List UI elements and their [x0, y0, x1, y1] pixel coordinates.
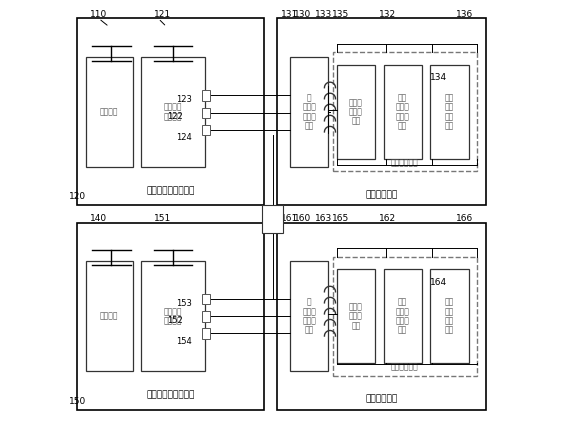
Text: 信号: 信号 [445, 112, 454, 121]
Text: 第二电源: 第二电源 [100, 312, 119, 321]
Text: 生器: 生器 [398, 297, 407, 306]
Text: 组: 组 [307, 93, 311, 102]
Text: 动电路: 动电路 [302, 103, 316, 112]
Bar [333, 256, 477, 376]
Text: 第一: 第一 [305, 122, 314, 131]
Bar [333, 52, 477, 172]
Text: 电源: 电源 [445, 297, 454, 306]
Text: 第二: 第二 [351, 321, 360, 330]
Text: 组: 组 [307, 297, 311, 306]
Text: 134: 134 [430, 74, 448, 83]
FancyBboxPatch shape [202, 294, 209, 304]
Text: 第一: 第一 [445, 122, 454, 131]
Text: 信号发: 信号发 [396, 103, 410, 112]
Text: 门级驱: 门级驱 [302, 316, 316, 325]
Text: 生器: 生器 [398, 93, 407, 102]
Text: 门级驱: 门级驱 [302, 112, 316, 121]
Text: 110: 110 [90, 10, 108, 19]
FancyBboxPatch shape [337, 65, 375, 159]
Text: 136: 136 [455, 10, 473, 19]
Text: 154: 154 [176, 337, 191, 346]
FancyBboxPatch shape [290, 56, 328, 167]
Text: 164: 164 [430, 277, 448, 286]
Text: 122: 122 [167, 112, 183, 121]
Text: 动电路: 动电路 [302, 307, 316, 316]
Text: 152: 152 [167, 316, 183, 325]
Text: 制电路: 制电路 [349, 98, 363, 107]
Text: 第一: 第一 [351, 117, 360, 126]
FancyBboxPatch shape [202, 125, 209, 135]
FancyBboxPatch shape [202, 90, 209, 101]
FancyBboxPatch shape [290, 261, 328, 372]
FancyBboxPatch shape [383, 269, 422, 363]
FancyBboxPatch shape [141, 56, 205, 167]
Text: 133: 133 [315, 10, 333, 19]
Text: 信号发: 信号发 [396, 307, 410, 316]
FancyBboxPatch shape [337, 269, 375, 363]
Text: 121: 121 [154, 10, 171, 19]
FancyBboxPatch shape [202, 311, 209, 321]
Text: 132: 132 [379, 10, 396, 19]
Text: 控制: 控制 [445, 103, 454, 112]
Text: 磁驱动: 磁驱动 [396, 316, 410, 325]
Text: 131: 131 [282, 10, 298, 19]
Text: 制电路: 制电路 [349, 302, 363, 311]
FancyBboxPatch shape [202, 328, 209, 339]
Text: 电源: 电源 [445, 93, 454, 102]
FancyBboxPatch shape [430, 269, 468, 363]
Text: 第一控制电路: 第一控制电路 [391, 158, 419, 167]
Text: 第二脉冲发生子电路: 第二脉冲发生子电路 [147, 390, 195, 399]
Text: 半桥控: 半桥控 [349, 312, 363, 321]
Text: 第一脉冲发生子电路: 第一脉冲发生子电路 [147, 186, 195, 195]
Text: 第二脉冲: 第二脉冲 [164, 316, 182, 325]
FancyBboxPatch shape [430, 65, 468, 159]
Text: 发生单元: 发生单元 [164, 307, 182, 316]
Text: 165: 165 [332, 214, 350, 223]
FancyBboxPatch shape [77, 18, 265, 205]
FancyBboxPatch shape [86, 56, 133, 167]
Text: 120: 120 [69, 193, 86, 202]
FancyBboxPatch shape [141, 261, 205, 372]
FancyBboxPatch shape [277, 18, 486, 205]
Text: 磁驱动: 磁驱动 [396, 112, 410, 121]
Text: 163: 163 [315, 214, 333, 223]
Text: 第二: 第二 [398, 326, 407, 335]
FancyBboxPatch shape [86, 261, 133, 372]
Text: 第一: 第一 [398, 122, 407, 131]
Text: 130: 130 [294, 10, 311, 19]
Text: 153: 153 [176, 299, 191, 308]
FancyBboxPatch shape [262, 205, 283, 233]
Text: 发生单元: 发生单元 [164, 103, 182, 112]
Text: 140: 140 [90, 214, 107, 223]
Text: 第二: 第二 [445, 326, 454, 335]
Text: 第一电源: 第一电源 [100, 107, 119, 116]
Text: 第一驱动电路: 第一驱动电路 [365, 190, 397, 199]
FancyBboxPatch shape [77, 223, 265, 410]
Text: 166: 166 [455, 214, 473, 223]
Text: 第二控制电路: 第二控制电路 [391, 363, 419, 372]
FancyBboxPatch shape [277, 223, 486, 410]
FancyBboxPatch shape [383, 65, 422, 159]
FancyBboxPatch shape [202, 108, 209, 118]
Text: 负
载: 负 载 [270, 210, 275, 229]
Text: 第二: 第二 [305, 326, 314, 335]
Text: 151: 151 [154, 214, 171, 223]
Text: 信号: 信号 [445, 316, 454, 325]
Text: 161: 161 [282, 214, 298, 223]
Text: 162: 162 [379, 214, 396, 223]
Text: 123: 123 [176, 95, 191, 104]
Text: 150: 150 [69, 397, 86, 406]
Text: 124: 124 [176, 133, 191, 142]
Text: 160: 160 [294, 214, 311, 223]
Text: 135: 135 [332, 10, 350, 19]
Text: 半桥控: 半桥控 [349, 107, 363, 116]
Text: 控制: 控制 [445, 307, 454, 316]
Text: 第一脉冲: 第一脉冲 [164, 112, 182, 121]
Text: 第二驱动电路: 第二驱动电路 [365, 394, 397, 403]
